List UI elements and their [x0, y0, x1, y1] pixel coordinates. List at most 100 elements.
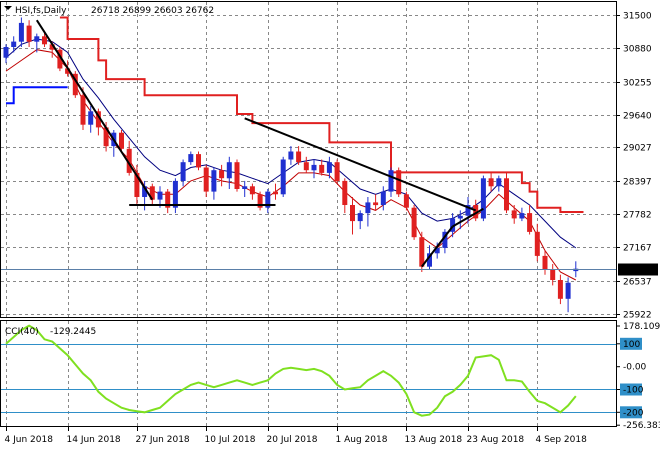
candle — [11, 36, 17, 53]
candle — [72, 71, 78, 98]
candle-body — [49, 44, 55, 50]
candle — [496, 175, 502, 192]
candle-body — [11, 41, 17, 47]
candle-body — [396, 170, 402, 195]
cci-pane: 178.1096 100 -0.00 -100 -200 -256.383 CCI(40)… — [0, 320, 660, 431]
candle-body — [265, 191, 271, 208]
candle — [180, 159, 186, 187]
candle — [504, 172, 509, 214]
cci-series-line — [5, 324, 577, 417]
price-pane: 31500 30880 30255 29640 29027 28397 27782 27167… — [0, 1, 658, 321]
candle — [234, 159, 240, 192]
current-price-box — [618, 263, 658, 276]
candle — [242, 180, 248, 197]
candle — [365, 197, 371, 227]
price-y-tick-label: 30255 — [623, 79, 652, 89]
candle-body — [480, 178, 486, 219]
cci-line — [5, 324, 577, 417]
candle-body — [280, 159, 286, 195]
candle-body — [180, 162, 186, 181]
upper-band-line — [59, 16, 584, 213]
candle-body — [288, 151, 294, 160]
candle-body — [57, 49, 63, 69]
candle — [350, 197, 355, 235]
candle — [126, 140, 132, 176]
cci-level-tag — [620, 406, 642, 419]
price-y-tick-label: 27782 — [623, 211, 652, 221]
candle-body — [134, 172, 140, 197]
candle — [542, 250, 548, 275]
candle-body — [72, 73, 78, 96]
upper-band — [59, 16, 584, 213]
candle — [26, 20, 32, 47]
candle — [519, 207, 525, 222]
candle-body — [311, 164, 317, 171]
candle-body — [80, 95, 86, 125]
candle-body — [504, 178, 509, 211]
cci-levels — [1, 344, 616, 413]
candle — [373, 194, 379, 211]
candle-body — [226, 162, 232, 179]
candle-body — [165, 191, 171, 208]
candle — [565, 277, 571, 313]
ohlc-label: 26718 26899 26603 26762 — [91, 6, 214, 16]
candle-body — [411, 207, 417, 238]
x-tick-label: 23 Aug 2018 — [467, 435, 525, 445]
candle — [442, 229, 448, 254]
candle-body — [473, 205, 479, 219]
candle-body — [326, 162, 332, 173]
candle-body — [450, 218, 456, 232]
candle — [550, 264, 556, 286]
candle-body — [188, 154, 194, 163]
candle — [303, 156, 309, 173]
candle — [326, 156, 332, 179]
candle-body — [95, 111, 101, 128]
cci-y-tick-label: 100 — [623, 340, 640, 350]
candle — [557, 274, 563, 305]
cci-y-tick-label: -0.00 — [623, 363, 647, 373]
candle — [80, 87, 86, 130]
candle — [172, 178, 178, 214]
candle-body — [465, 205, 471, 216]
candle — [273, 183, 278, 200]
candle — [57, 47, 63, 72]
candle — [511, 205, 517, 224]
lower-band — [6, 86, 68, 105]
candle — [265, 189, 271, 214]
price-y-tick-label: 26537 — [623, 278, 652, 288]
x-tick-label: 20 Jul 2018 — [267, 435, 318, 445]
candle — [457, 210, 463, 230]
candle-body — [457, 215, 463, 219]
ma-slow-line — [5, 38, 577, 249]
cci-level-tag — [620, 337, 642, 350]
cci-label: CCI(40) — [5, 327, 39, 337]
ma-slow — [5, 38, 577, 249]
candle — [249, 183, 255, 200]
candle-body — [142, 186, 148, 197]
candle — [396, 167, 402, 197]
candle-body — [172, 180, 178, 208]
candle-body — [419, 237, 425, 267]
candle-body — [103, 127, 109, 147]
candle — [480, 175, 486, 222]
candle-body — [557, 280, 563, 299]
candle — [149, 183, 155, 205]
trendlines — [35, 19, 484, 268]
candle — [380, 186, 386, 211]
chart-menu-icon[interactable] — [4, 6, 12, 10]
candle — [257, 191, 263, 211]
cci-y-tick-label: -256.383 — [623, 421, 660, 431]
candle-body — [527, 213, 533, 232]
candle-body — [157, 191, 163, 200]
candle-body — [88, 111, 94, 125]
candle — [203, 164, 209, 197]
candle-body — [442, 231, 448, 248]
candle-body — [496, 178, 502, 187]
candle-body — [319, 164, 325, 173]
candle-body — [388, 170, 394, 192]
price-y-tick-label: 30880 — [623, 45, 652, 55]
symbol-label: HSI,fs,Daily — [15, 6, 67, 16]
candle — [488, 172, 494, 192]
price-y-tick-label: 29027 — [623, 144, 652, 154]
